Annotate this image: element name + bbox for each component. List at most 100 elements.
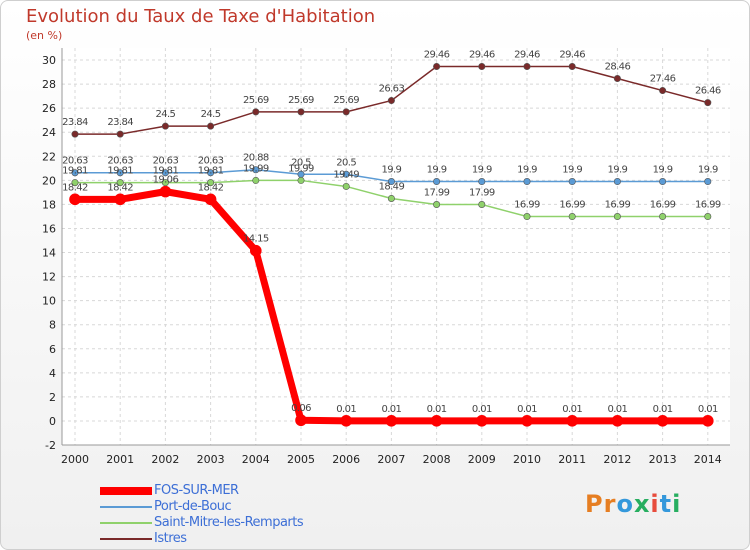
data-point-saint-mitre-les-remparts xyxy=(116,179,124,187)
data-point-istres xyxy=(478,62,486,70)
data-point-fos-sur-mer xyxy=(250,244,262,257)
data-label-fos-sur-mer: 0.01 xyxy=(336,404,356,415)
data-point-port-de-bouc xyxy=(568,178,576,186)
data-label-istres: 24.5 xyxy=(201,109,221,120)
x-tick-label: 2014 xyxy=(694,453,722,466)
x-tick-label: 2008 xyxy=(423,453,451,466)
data-label-fos-sur-mer: 0.01 xyxy=(472,404,492,415)
y-tick-label: 22 xyxy=(42,150,56,163)
x-tick-label: 2006 xyxy=(332,453,360,466)
data-point-istres xyxy=(252,108,260,116)
data-point-fos-sur-mer xyxy=(204,193,217,206)
data-label-port-de-bouc: 20.63 xyxy=(62,156,88,167)
chart-title: Evolution du Taux de Taxe d'Habitation xyxy=(26,6,376,27)
x-tick-label: 2012 xyxy=(603,453,631,466)
x-tick-label: 2005 xyxy=(287,453,315,466)
data-label-fos-sur-mer: 0.01 xyxy=(562,404,582,415)
data-label-saint-mitre-les-remparts: 19.99 xyxy=(243,163,269,174)
data-point-istres xyxy=(116,130,124,138)
y-tick-label: 4 xyxy=(49,367,56,380)
x-tick-label: 2011 xyxy=(558,453,586,466)
data-point-istres xyxy=(704,99,712,107)
data-label-port-de-bouc: 20.63 xyxy=(107,156,133,167)
data-label-istres: 25.69 xyxy=(333,95,359,106)
data-point-fos-sur-mer xyxy=(295,414,307,427)
data-label-port-de-bouc: 20.88 xyxy=(243,153,269,164)
data-label-istres: 28.46 xyxy=(605,62,631,73)
data-point-fos-sur-mer xyxy=(340,415,353,427)
data-point-fos-sur-mer xyxy=(611,415,624,427)
data-label-port-de-bouc: 19.9 xyxy=(517,165,537,176)
legend-label: Saint-Mitre-les-Remparts xyxy=(154,515,304,530)
y-tick-label: 28 xyxy=(42,78,56,91)
y-tick-label: -2 xyxy=(45,439,56,452)
data-label-fos-sur-mer: 0.01 xyxy=(381,404,401,415)
data-label-saint-mitre-les-remparts: 16.99 xyxy=(514,200,540,211)
data-point-saint-mitre-les-remparts xyxy=(387,194,395,202)
data-point-saint-mitre-les-remparts xyxy=(342,182,350,190)
data-label-saint-mitre-les-remparts: 19.99 xyxy=(288,163,314,174)
logo-letter: o xyxy=(616,490,634,518)
data-point-istres xyxy=(523,62,531,70)
data-point-port-de-bouc xyxy=(161,169,169,177)
data-point-port-de-bouc xyxy=(207,169,215,177)
data-point-istres xyxy=(342,108,350,116)
x-tick-label: 2010 xyxy=(513,453,541,466)
data-label-saint-mitre-les-remparts: 17.99 xyxy=(469,187,495,198)
plot-area xyxy=(62,48,730,445)
data-label-istres: 23.84 xyxy=(62,117,88,128)
x-tick-label: 2000 xyxy=(61,453,89,466)
data-label-port-de-bouc: 20.63 xyxy=(198,156,224,167)
data-label-port-de-bouc: 20.5 xyxy=(336,157,356,168)
y-tick-label: 30 xyxy=(42,54,56,67)
data-point-port-de-bouc xyxy=(252,166,260,174)
x-tick-label: 2009 xyxy=(468,453,496,466)
data-label-saint-mitre-les-remparts: 19.49 xyxy=(333,169,359,180)
data-point-istres xyxy=(433,62,441,70)
data-point-saint-mitre-les-remparts xyxy=(478,200,486,208)
data-point-port-de-bouc xyxy=(523,178,531,186)
data-point-fos-sur-mer xyxy=(566,415,579,427)
data-label-istres: 24.5 xyxy=(155,109,175,120)
legend-label: Istres xyxy=(154,531,187,546)
data-point-port-de-bouc xyxy=(704,178,712,186)
x-tick-label: 2002 xyxy=(151,453,179,466)
data-label-fos-sur-mer: 0.01 xyxy=(698,404,718,415)
data-point-fos-sur-mer xyxy=(69,193,81,206)
data-label-port-de-bouc: 19.9 xyxy=(427,165,447,176)
data-point-port-de-bouc xyxy=(342,170,350,178)
proxiti-logo: Proxiti xyxy=(585,490,681,518)
data-point-port-de-bouc xyxy=(387,178,395,186)
data-label-saint-mitre-les-remparts: 16.99 xyxy=(650,200,676,211)
data-label-saint-mitre-les-remparts: 19.81 xyxy=(198,166,224,177)
data-point-port-de-bouc xyxy=(116,169,124,177)
y-tick-label: 10 xyxy=(42,295,56,308)
data-label-istres: 29.46 xyxy=(424,49,450,60)
legend-swatch xyxy=(100,487,152,495)
data-point-saint-mitre-les-remparts xyxy=(659,213,667,221)
logo-letter: x xyxy=(633,490,651,518)
data-point-saint-mitre-les-remparts xyxy=(704,213,712,221)
data-label-fos-sur-mer: 18.42 xyxy=(198,182,224,193)
y-tick-label: 18 xyxy=(42,198,56,211)
y-tick-label: 16 xyxy=(42,222,56,235)
data-point-saint-mitre-les-remparts xyxy=(568,213,576,221)
data-label-istres: 29.46 xyxy=(514,49,540,60)
data-point-saint-mitre-les-remparts xyxy=(161,179,169,187)
data-point-fos-sur-mer xyxy=(159,185,172,198)
y-tick-label: 8 xyxy=(49,319,56,332)
data-point-istres xyxy=(387,97,395,105)
data-label-fos-sur-mer: 0.06 xyxy=(291,403,311,414)
data-label-saint-mitre-les-remparts: 17.99 xyxy=(424,187,450,198)
logo-letter: P xyxy=(585,490,604,518)
data-label-port-de-bouc: 19.9 xyxy=(381,165,401,176)
y-tick-label: 20 xyxy=(42,174,56,187)
data-point-istres xyxy=(207,122,215,130)
data-point-port-de-bouc xyxy=(659,178,667,186)
chart-subtitle: (en %) xyxy=(26,29,63,42)
logo-letter: r xyxy=(603,490,617,518)
legend-label: Port-de-Bouc xyxy=(154,499,232,514)
data-label-port-de-bouc: 19.9 xyxy=(698,165,718,176)
data-label-istres: 29.46 xyxy=(469,49,495,60)
